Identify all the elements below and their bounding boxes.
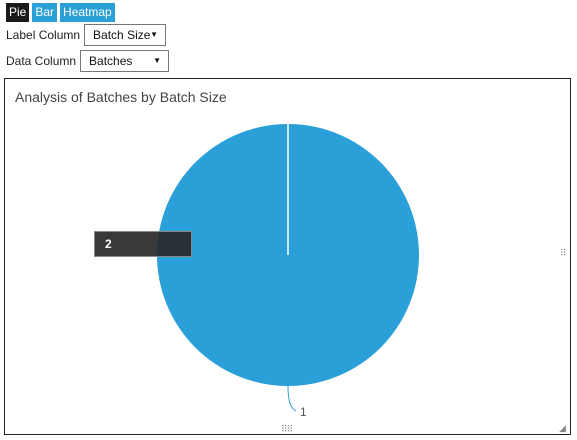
data-column-label: Data Column <box>6 54 77 68</box>
data-column-select[interactable]: Batches ▼ <box>80 50 170 72</box>
resize-handle-bottom-icon[interactable]: ⠿⠿ <box>281 424 293 434</box>
chart-type-tabs: Pie Bar Heatmap <box>6 3 115 22</box>
pie-chart: 1 <box>157 124 419 419</box>
resize-corner-icon[interactable]: ◢ <box>559 423 566 433</box>
dropdown-arrow-icon: ▼ <box>150 30 159 39</box>
chart-tooltip: 2 <box>94 231 192 257</box>
slice-label: 1 <box>300 405 307 419</box>
label-column-label: Label Column <box>6 28 81 42</box>
label-column-row: Label Column Batch Size ▼ <box>6 24 167 46</box>
label-column-select[interactable]: Batch Size ▼ <box>84 24 167 46</box>
tab-bar[interactable]: Bar <box>32 3 58 22</box>
tab-pie[interactable]: Pie <box>6 3 30 22</box>
chart-panel: Analysis of Batches by Batch Size 1 2 ⠿ … <box>4 78 571 435</box>
chart-title: Analysis of Batches by Batch Size <box>15 89 227 105</box>
data-column-value: Batches <box>89 54 133 68</box>
dropdown-arrow-icon: ▼ <box>153 56 162 65</box>
tab-heatmap[interactable]: Heatmap <box>60 3 115 22</box>
data-column-row: Data Column Batches ▼ <box>6 50 170 72</box>
resize-handle-right-icon[interactable]: ⠿ <box>560 248 567 258</box>
label-leader-line <box>287 385 297 412</box>
label-column-value: Batch Size <box>93 28 151 42</box>
